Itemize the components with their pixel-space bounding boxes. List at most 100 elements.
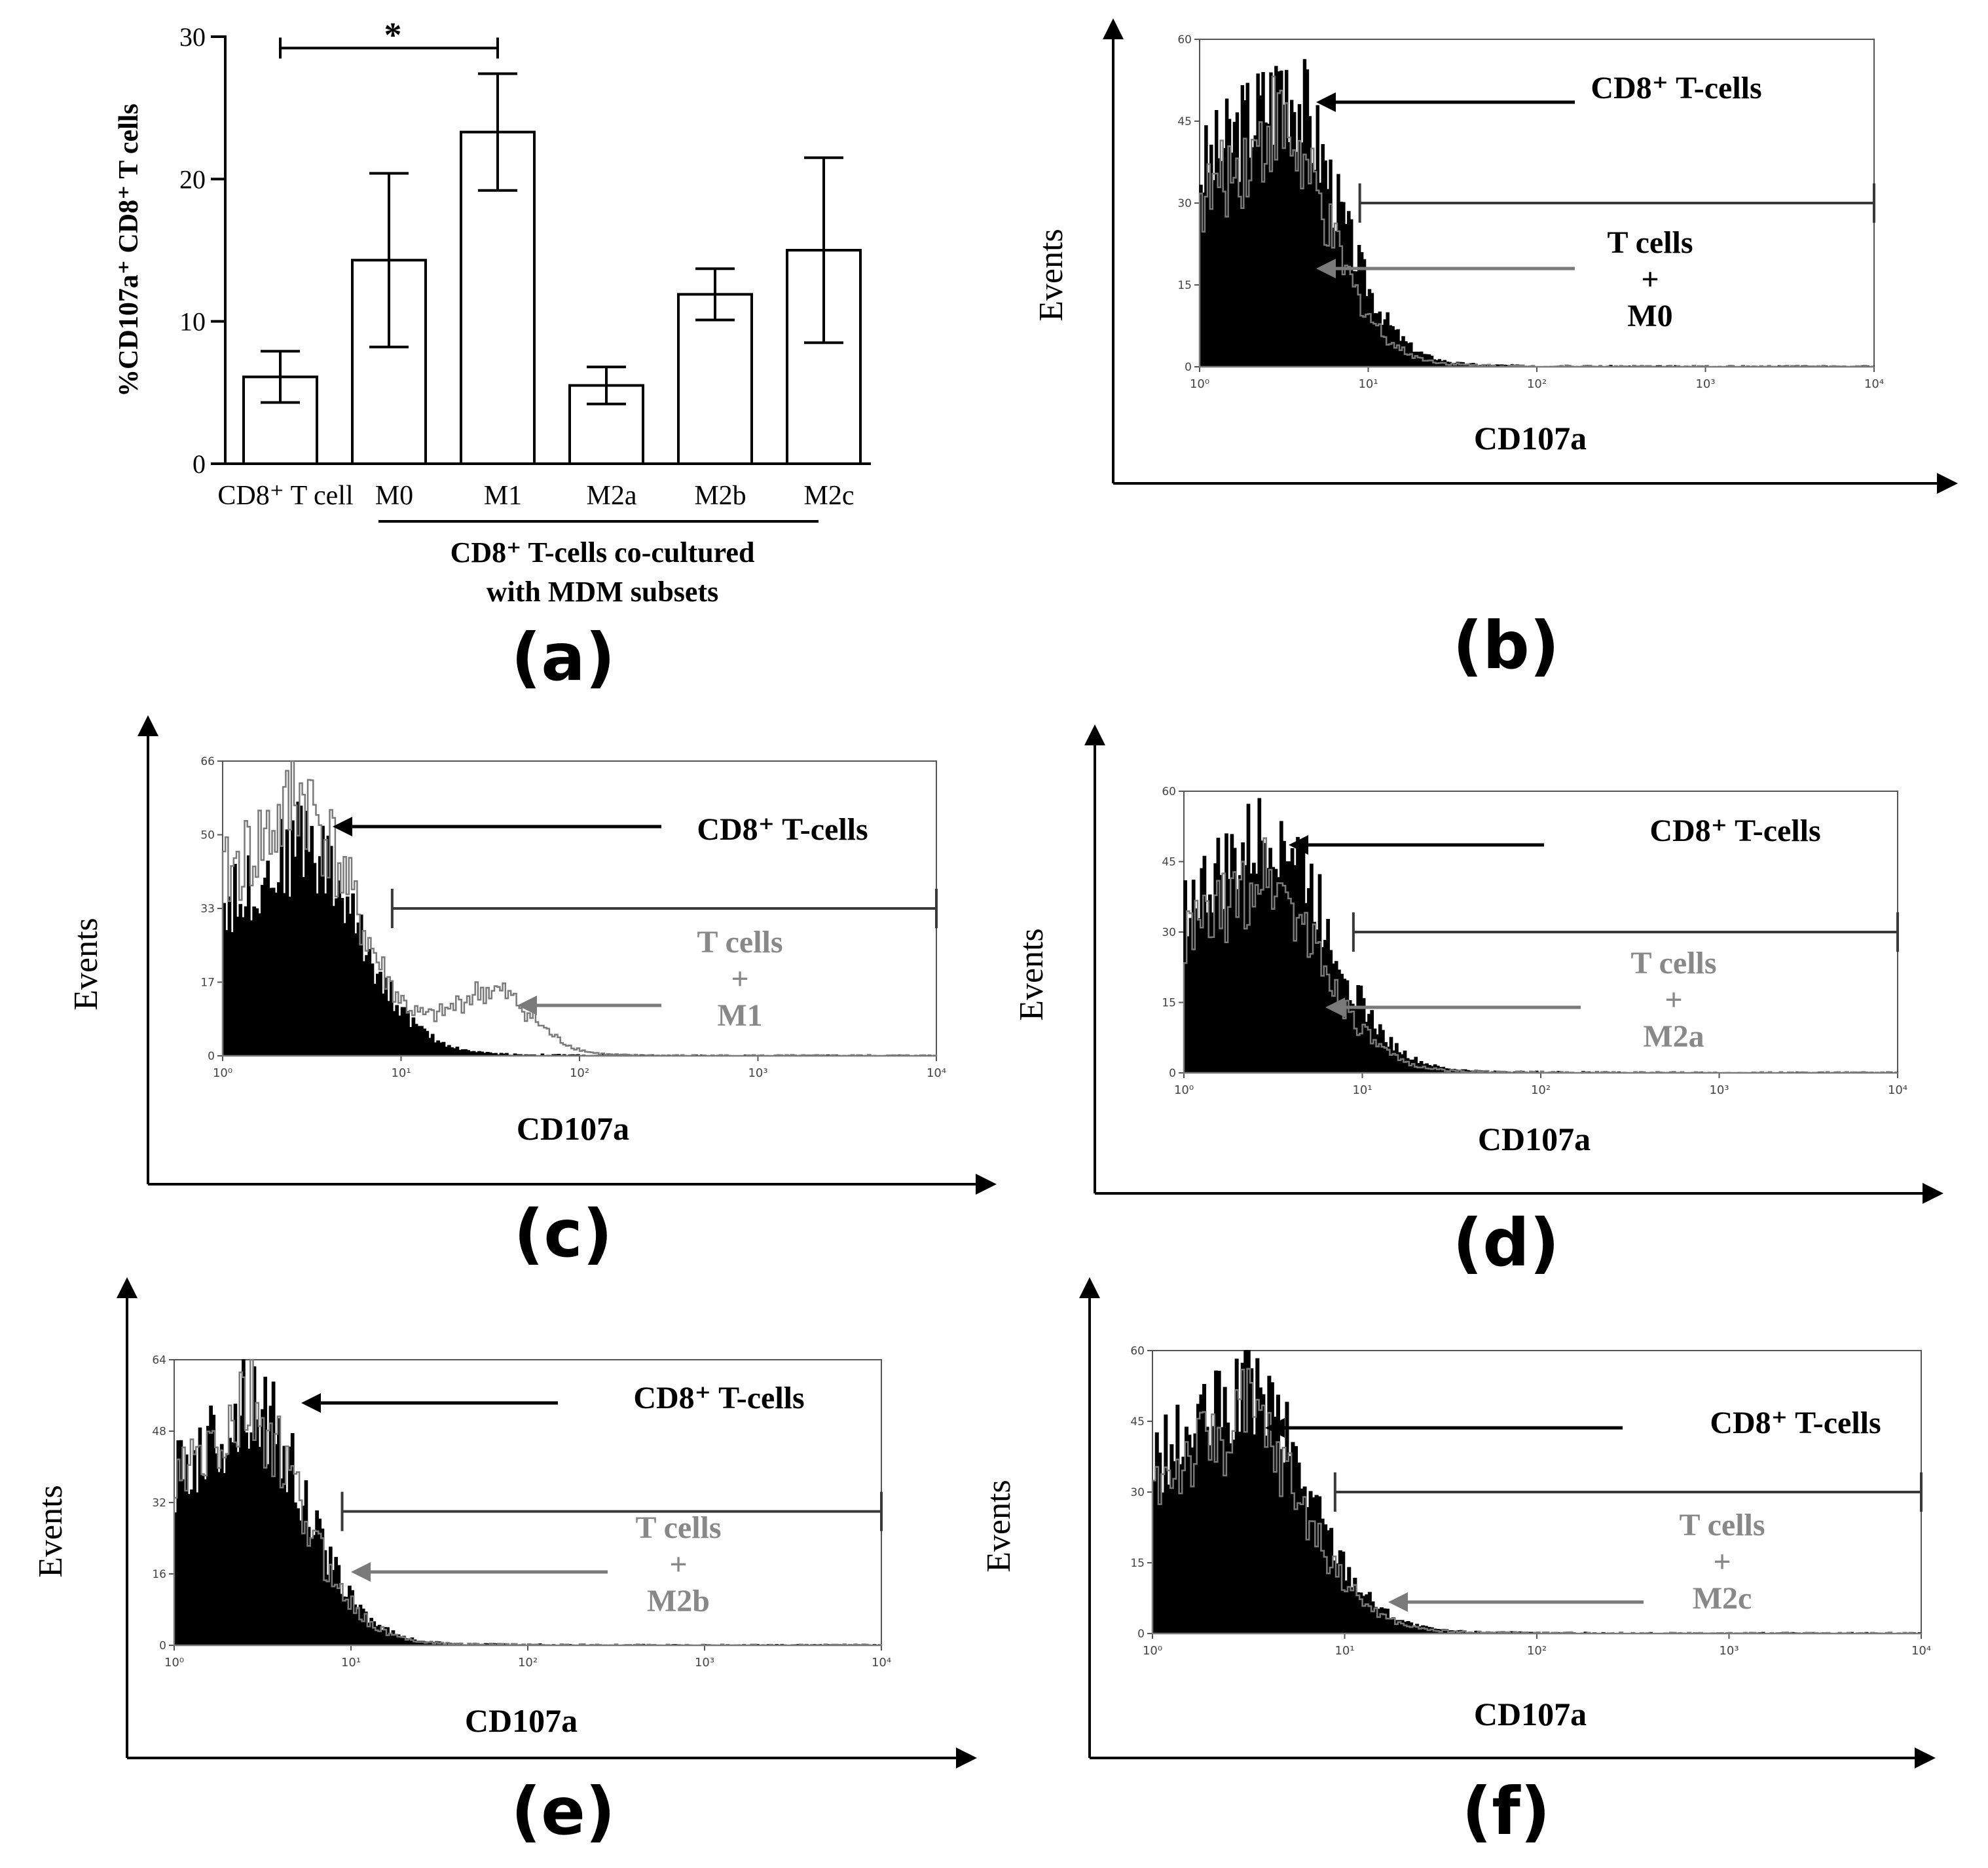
- legend-arrow-cd8-head-icon: [333, 817, 352, 836]
- legend-label-cd8: CD8⁺ T-cells: [1591, 71, 1761, 105]
- outer-x-axis-arrow-icon: [1937, 473, 1958, 494]
- x-tick-label: 10⁴: [1911, 1644, 1931, 1658]
- x-tick-label: 10²: [1531, 1083, 1551, 1097]
- outer-x-axis-arrow-icon: [976, 1174, 997, 1195]
- legend-label-cd8: CD8⁺ T-cells: [1710, 1406, 1881, 1440]
- legend-label-coculture-line: +: [669, 1547, 687, 1582]
- significance-label: *: [384, 15, 402, 54]
- panel-label: (c): [514, 1195, 613, 1272]
- y-tick-label: 0: [208, 1050, 215, 1063]
- y-tick-label: 15: [1130, 1557, 1145, 1570]
- bar: [242, 375, 318, 466]
- y-tick-label: 16: [152, 1568, 166, 1581]
- legend-label-cd8: CD8⁺ T-cells: [1649, 813, 1820, 848]
- y-tick-label: 15: [1162, 997, 1176, 1010]
- y-tick-label: 30: [1177, 197, 1192, 210]
- legend-label-coculture-line: M2c: [1693, 1581, 1752, 1616]
- x-tick-label: 10¹: [1358, 377, 1378, 391]
- x-tick-label: 10³: [1709, 1083, 1729, 1097]
- bar: [351, 259, 427, 465]
- y-axis-label: Events: [32, 1485, 69, 1578]
- legend-arrow-cd8-head-icon: [1289, 835, 1308, 855]
- x-tick-label: 10¹: [1335, 1644, 1354, 1658]
- panel-c-histogram: 0 17 33 50 66 10⁰ 10¹ 10² 10³ 10⁴ CD8⁺ T-cells T ce…: [67, 715, 997, 1272]
- legend-arrow-coculture-head-icon: [1325, 998, 1345, 1017]
- histogram-series-coculture: [221, 760, 938, 1057]
- x-tick-label: 10²: [1527, 377, 1547, 391]
- x-axis-label: CD107a: [1474, 1696, 1587, 1732]
- legend-label-coculture-line: T cells: [697, 925, 782, 960]
- legend-arrow-coculture-head-icon: [1388, 1592, 1408, 1612]
- histogram-series-coculture: [1198, 75, 1875, 368]
- x-tick-label: M2c: [804, 481, 855, 511]
- legend-label-coculture-line: M2b: [647, 1584, 710, 1618]
- legend-label-coculture-line: T cells: [635, 1510, 721, 1545]
- panel-d-histogram: 0 15 30 45 60 10⁰ 10¹ 10² 10³ 10⁴ CD8⁺ T-cells T ce…: [1013, 724, 1943, 1281]
- y-axis-label: Events: [1033, 229, 1070, 322]
- outer-y-axis-arrow-icon: [138, 715, 158, 736]
- x-tick-label: M0: [375, 481, 413, 511]
- y-tick-label: 30: [1130, 1486, 1145, 1499]
- x-axis-label: CD107a: [1478, 1121, 1591, 1157]
- x-tick-label: 10³: [1695, 377, 1715, 391]
- y-tick-label: 0: [1185, 361, 1192, 374]
- x-tick-label: 10⁴: [927, 1066, 946, 1080]
- y-tick-label: 48: [152, 1425, 166, 1438]
- y-tick-label: 0: [1137, 1628, 1145, 1641]
- legend-label-coculture-line: T cells: [1607, 225, 1693, 260]
- y-tick-label: 10: [179, 307, 206, 337]
- y-tick-label: 45: [1130, 1415, 1145, 1429]
- legend-label-coculture-line: +: [1641, 262, 1659, 297]
- x-tick-label: 10⁰: [1174, 1083, 1194, 1097]
- panel-label: (e): [511, 1773, 615, 1850]
- legend-arrow-cd8-head-icon: [301, 1393, 321, 1413]
- y-tick-label: 30: [179, 22, 206, 52]
- y-tick-label: 20: [179, 164, 206, 194]
- y-tick-label: 17: [200, 977, 215, 990]
- outer-y-axis-arrow-icon: [1079, 1277, 1100, 1298]
- legend-arrow-coculture-head-icon: [1316, 259, 1336, 278]
- histogram-series-coculture: [1183, 837, 1899, 1074]
- y-tick-label: 0: [159, 1639, 166, 1653]
- x-tick-label: 10⁴: [1888, 1083, 1907, 1097]
- y-tick-label: 50: [200, 829, 215, 842]
- legend-label-coculture-line: T cells: [1630, 946, 1716, 981]
- outer-x-axis-arrow-icon: [1915, 1747, 1936, 1768]
- legend-arrow-coculture-head-icon: [351, 1562, 371, 1582]
- x-tick-label: 10¹: [391, 1066, 411, 1080]
- panel-label: (f): [1462, 1773, 1551, 1850]
- x-tick-label: 10⁴: [872, 1656, 891, 1670]
- histogram-series-coculture: [1151, 1368, 1923, 1635]
- outer-x-axis-arrow-icon: [956, 1747, 977, 1768]
- y-tick-label: 33: [200, 903, 215, 916]
- x-tick-label: M1: [484, 481, 522, 511]
- x-tick-label: 10¹: [1352, 1083, 1372, 1097]
- x-tick-label: M2a: [587, 481, 637, 511]
- y-tick-label: 64: [152, 1354, 166, 1367]
- legend-label-cd8: CD8⁺ T-cells: [697, 812, 868, 847]
- x-tick-label: 10⁰: [1143, 1644, 1162, 1658]
- y-tick-label: 60: [1177, 33, 1192, 47]
- x-tick-label: 10⁰: [213, 1066, 232, 1080]
- x-tick-label: 10³: [695, 1656, 714, 1670]
- legend-label-coculture-line: +: [731, 962, 748, 996]
- y-axis-label: Events: [1013, 928, 1050, 1021]
- legend-label-coculture-line: M0: [1627, 299, 1672, 333]
- x-axis-label: CD107a: [1474, 420, 1587, 457]
- outer-x-axis-arrow-icon: [1923, 1183, 1943, 1204]
- x-tick-label: 10²: [1527, 1644, 1547, 1658]
- y-tick-label: 0: [1169, 1067, 1176, 1080]
- x-axis-label: CD107a: [465, 1702, 578, 1739]
- figure-root: 0 10 20 30 %CD107a⁺ CD8⁺ T cells CD8⁺ T cell M…: [32, 15, 1958, 1850]
- x-tick-label: M2b: [694, 481, 746, 511]
- y-tick-label: 60: [1162, 785, 1176, 798]
- legend-label-coculture-line: +: [1713, 1544, 1731, 1579]
- y-tick-label: 0: [193, 449, 206, 479]
- panel-a-bar-chart: 0 10 20 30 %CD107a⁺ CD8⁺ T cells CD8⁺ T cell M…: [114, 15, 871, 696]
- panel-label: (a): [511, 619, 616, 696]
- group-label-line1: CD8⁺ T-cells co-cultured: [451, 536, 755, 569]
- y-tick-label: 45: [1177, 115, 1192, 128]
- x-tick-label: 10³: [748, 1066, 767, 1080]
- outer-y-axis-arrow-icon: [1103, 18, 1124, 39]
